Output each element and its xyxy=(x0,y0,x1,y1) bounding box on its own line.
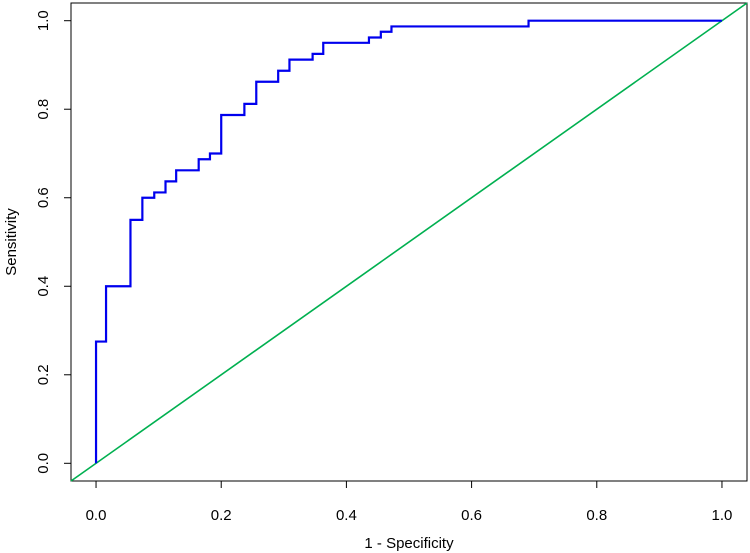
plot-frame xyxy=(70,2,748,482)
x-tick-label: 0.6 xyxy=(461,507,482,524)
x-tick-label: 0.8 xyxy=(586,507,607,524)
reference-diagonal-line xyxy=(70,2,748,482)
x-tick-label: 0.0 xyxy=(86,507,107,524)
series-layer xyxy=(70,2,748,482)
y-tick-label: 0.2 xyxy=(35,364,52,385)
x-tick-label: 0.4 xyxy=(336,507,357,524)
y-axis: 0.0 0.2 0.4 0.6 0.8 1.0 xyxy=(35,10,71,474)
x-axis: 0.0 0.2 0.4 0.6 0.8 1.0 xyxy=(86,481,733,524)
y-tick-label: 1.0 xyxy=(35,10,52,31)
x-axis-label: 1 - Specificity xyxy=(364,535,454,552)
x-tick-label: 1.0 xyxy=(712,507,733,524)
y-tick-label: 0.6 xyxy=(35,187,52,208)
y-tick-label: 0.8 xyxy=(35,99,52,120)
roc-curve-line xyxy=(94,19,722,464)
y-tick-label: 0.0 xyxy=(35,453,52,474)
x-tick-label: 0.2 xyxy=(211,507,232,524)
y-axis-label: Sensitivity xyxy=(3,208,20,276)
y-tick-label: 0.4 xyxy=(35,276,52,297)
